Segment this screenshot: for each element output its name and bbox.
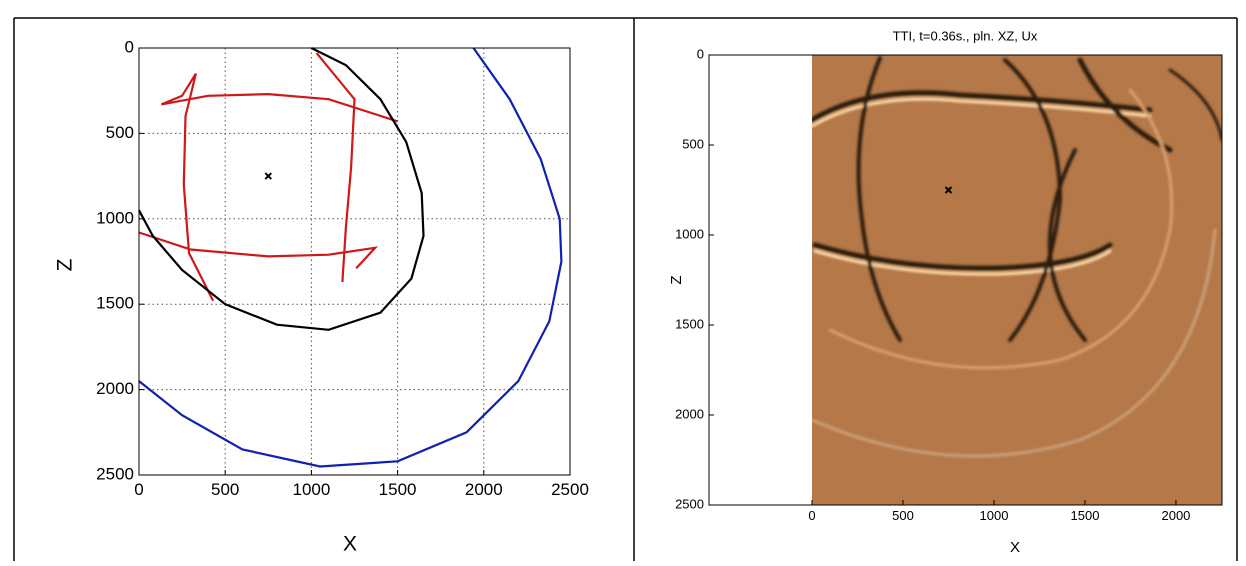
x-tick-label: 500 bbox=[211, 480, 239, 499]
x-axis-label: X bbox=[1010, 539, 1020, 556]
x-tick-label: 0 bbox=[134, 480, 143, 499]
axis-labels: X Z X Z TTI, t=0.36s., pln. XZ, Ux bbox=[54, 28, 1038, 556]
x-tick-label: 0 bbox=[808, 508, 815, 523]
x-tick-label: 1000 bbox=[980, 508, 1009, 523]
x-axis-label: X bbox=[343, 533, 357, 556]
y-tick-label: 2500 bbox=[675, 496, 704, 511]
x-tick-label: 1500 bbox=[1071, 508, 1100, 523]
y-tick-label: 0 bbox=[697, 46, 704, 61]
x-tick-label: 1000 bbox=[292, 480, 330, 499]
y-axis-label: Z bbox=[54, 258, 77, 271]
x-tick-label: 2000 bbox=[465, 480, 503, 499]
y-tick-label: 1000 bbox=[675, 226, 704, 241]
y-tick-label: 1500 bbox=[675, 316, 704, 331]
chart: 0 500 1000 1500 2000 0 500 1000 1500 2000 2500 bbox=[675, 46, 1223, 523]
plot-frame bbox=[708, 54, 1223, 506]
source-marker bbox=[264, 172, 273, 180]
source-marker bbox=[944, 186, 953, 194]
wavefield-image bbox=[812, 55, 1222, 505]
x-tick-label: 1500 bbox=[379, 480, 417, 499]
curve bbox=[138, 47, 425, 331]
y-tick-label: 0 bbox=[125, 37, 134, 56]
plot-frame bbox=[138, 47, 571, 476]
y-tick-label: 2000 bbox=[675, 406, 704, 421]
y-tick-label: 500 bbox=[682, 136, 704, 151]
y-tick-label: 1500 bbox=[96, 294, 134, 313]
y-tick-label: 1000 bbox=[96, 208, 134, 227]
chart-title: TTI, t=0.36s., pln. XZ, Ux bbox=[893, 28, 1038, 43]
curve bbox=[138, 52, 398, 302]
y-tick-label: 2500 bbox=[96, 464, 134, 483]
curve bbox=[138, 47, 563, 468]
y-axis-label: Z bbox=[668, 275, 685, 284]
x-tick-label: 2500 bbox=[551, 480, 589, 499]
frame bbox=[13, 17, 1238, 561]
x-tick-label: 2000 bbox=[1161, 508, 1190, 523]
y-tick-label: 2000 bbox=[96, 379, 134, 398]
x-tick-label: 500 bbox=[892, 508, 914, 523]
y-tick-label: 500 bbox=[106, 123, 134, 142]
